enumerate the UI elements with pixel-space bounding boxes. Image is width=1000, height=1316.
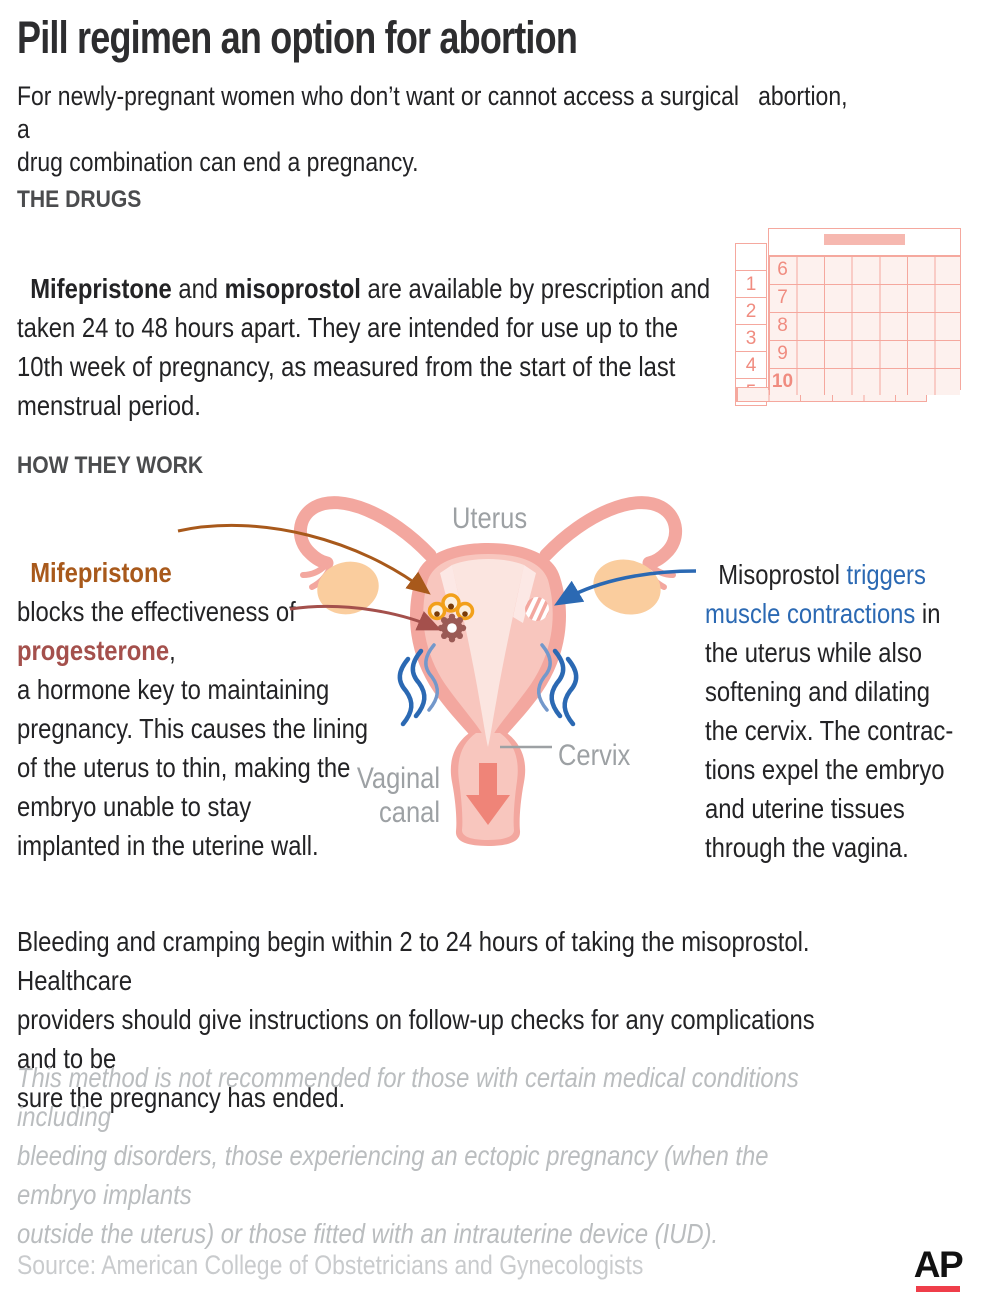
- drug-name-misoprostol: misoprostol: [224, 273, 361, 304]
- calendar-back-header-cell: [735, 243, 767, 271]
- ovary-left-icon: [317, 561, 379, 615]
- mifepristone-arrow: [177, 523, 431, 595]
- progesterone-arrow: [289, 604, 442, 631]
- calendar-grid: 6 7 8 9 10: [769, 255, 960, 395]
- progesterone-label: progesterone: [17, 635, 170, 666]
- calendar-front-sheet: 6 7 8 9 10: [768, 228, 961, 395]
- expulsion-arrow-icon: [466, 763, 510, 825]
- muscle-contractions-highlight: triggers muscle contractions: [705, 559, 926, 629]
- ap-logo-text: AP: [913, 1244, 964, 1285]
- calendar-week-number: 3: [735, 324, 767, 352]
- progesterone-molecule-icon: [437, 613, 467, 643]
- section-heading-the-drugs: THE DRUGS: [17, 186, 142, 213]
- contraction-lines-left-icon: [397, 643, 439, 727]
- calendar-week-number: 8: [777, 315, 788, 336]
- fallopian-tube-left-icon: [294, 496, 437, 570]
- vaginal-canal-label: Vaginal canal: [356, 762, 440, 829]
- calendar-week-number: 9: [777, 343, 788, 364]
- ap-logo-red-bar: [916, 1286, 960, 1292]
- calendar-title-block: [824, 234, 905, 245]
- calendar-week-number-10: 10: [771, 371, 794, 392]
- cavity-highlight-right: [513, 565, 536, 623]
- cervix-label: Cervix: [558, 739, 631, 772]
- calendar-back-week-column: 1 2 3 4 5: [735, 243, 767, 406]
- source-line: Source: American College of Obstetrician…: [17, 1250, 644, 1280]
- calendar-week-number: 6: [777, 259, 788, 280]
- drug-name-mifepristone: Mifepristone: [30, 273, 172, 304]
- followup-paragraph: Bleeding and cramping begin within 2 to …: [17, 926, 815, 1113]
- disclaimer-paragraph: This method is not recommended for those…: [17, 1062, 799, 1249]
- page-title: Pill regimen an option for abortion: [17, 12, 578, 63]
- misoprostol-arrow: [553, 569, 697, 606]
- mifepristone-label: Mifepristone: [30, 557, 172, 588]
- ap-logo: AP: [913, 1244, 964, 1292]
- calendar-graphic: 1 2 3 4 5 6 7 8 9 10: [735, 226, 969, 406]
- section-heading-how-they-work: HOW THEY WORK: [17, 452, 204, 479]
- calendar-week-number: 1: [735, 270, 767, 298]
- fallopian-tube-right-icon: [539, 496, 682, 570]
- intro-paragraph: For newly-pregnant women who don’t want …: [17, 81, 848, 177]
- calendar-week-number: 2: [735, 297, 767, 325]
- calendar-week-number: 7: [777, 287, 788, 308]
- calendar-header: [769, 234, 960, 255]
- contraction-lines-right-icon: [537, 643, 579, 727]
- calendar-week-number: 4: [735, 351, 767, 379]
- misoprostol-explanation: Misoprostol triggers muscle contractions…: [705, 559, 954, 863]
- drugs-paragraph: Mifepristone and misoprostol are availab…: [17, 273, 711, 421]
- uterus-diagram: [150, 485, 700, 857]
- mifepristone-explanation: Mifepristone blocks the effectiveness of…: [17, 557, 369, 861]
- uterus-label: Uterus: [452, 502, 528, 535]
